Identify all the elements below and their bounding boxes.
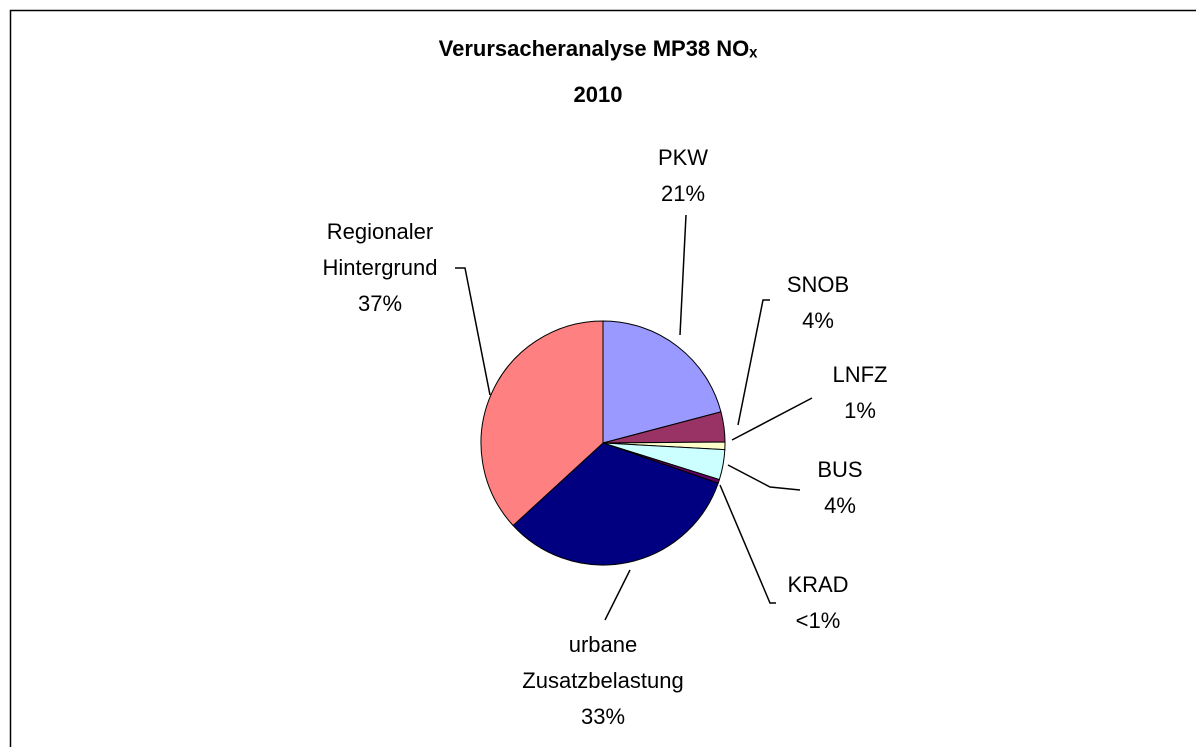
slice-label: PKW 21% [623, 140, 743, 212]
value-label: <1% [795, 608, 841, 633]
chart-title: Verursacheranalyse MP38 NOₓ [438, 36, 758, 61]
slice-label: KRAD <1% [758, 567, 878, 639]
leader-line [604, 569, 631, 621]
chart-subtitle: 2010 [573, 82, 623, 107]
value-label: 4% [824, 493, 856, 518]
leader-lines [455, 214, 813, 621]
pie-slice [602, 320, 722, 444]
slice-label: SNOB 4% [758, 267, 878, 339]
value-label: 1% [844, 398, 876, 423]
pie [480, 320, 726, 566]
value-label: 4% [802, 308, 834, 333]
leader-line [719, 484, 776, 604]
value-label: 37% [357, 291, 403, 316]
slice-label: BUS 4% [780, 452, 900, 524]
leader-line [731, 397, 813, 441]
category-label: Regionaler Hintergrund [322, 219, 438, 280]
category-label: KRAD [787, 572, 849, 597]
value-label: 33% [580, 704, 626, 729]
leader-line [455, 267, 491, 396]
slice-label: Regionaler Hintergrund 37% [295, 214, 465, 322]
pie-slice [512, 442, 719, 566]
frame [9, 9, 1196, 747]
pie-slice [480, 320, 604, 527]
category-label: SNOB [786, 272, 850, 297]
category-label: urbane Zusatzbelastung [522, 632, 684, 693]
value-label: 21% [660, 181, 706, 206]
leader-line [679, 214, 687, 336]
slice-label: LNFZ 1% [800, 357, 920, 429]
slice-label: urbane Zusatzbelastung 33% [493, 627, 713, 735]
category-label: LNFZ [832, 362, 888, 387]
leader-line [727, 464, 801, 491]
category-label: BUS [817, 457, 863, 482]
leader-line [737, 299, 770, 426]
category-label: PKW [657, 145, 709, 170]
